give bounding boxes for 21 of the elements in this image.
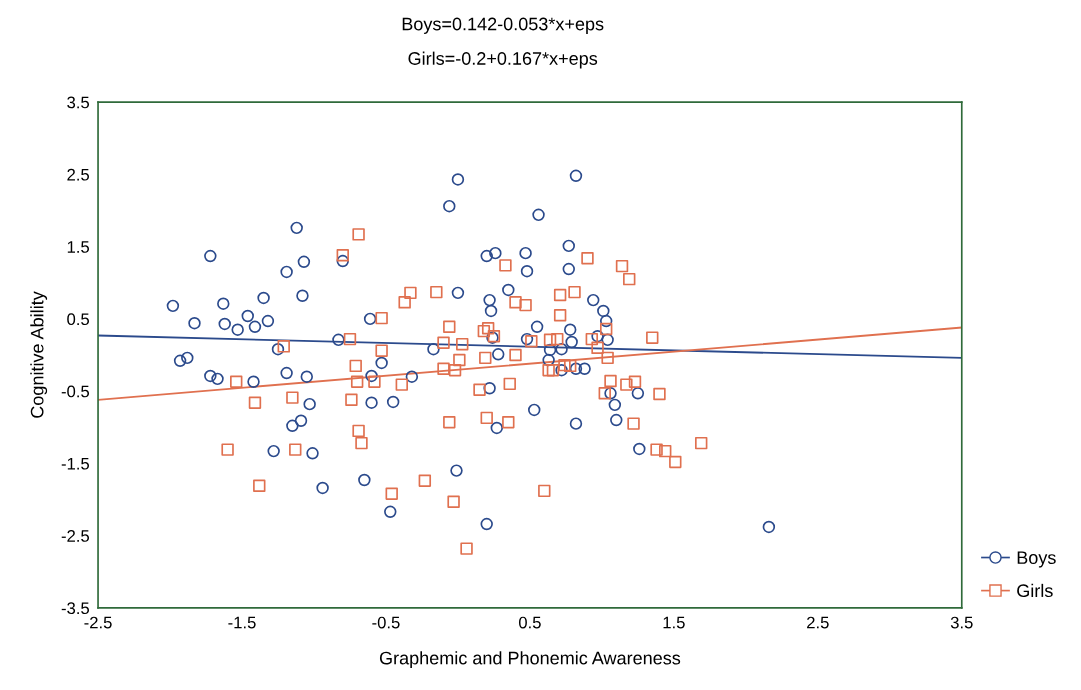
x-tick-label: -0.5: [372, 616, 400, 629]
legend-label: Girls: [1017, 583, 1053, 598]
x-tick-label: 0.5: [518, 616, 541, 629]
y-tick-label: 0.5: [67, 313, 90, 326]
x-tick-label: 3.5: [950, 616, 973, 629]
x-tick-label: 1.5: [663, 616, 685, 629]
y-tick-label: 1.5: [67, 241, 90, 253]
y-tick-label: -0.5: [61, 385, 90, 398]
y-tick-label: 2.5: [67, 168, 90, 181]
legend-label: Boys: [1017, 551, 1056, 568]
y-tick-label: 3.5: [67, 96, 90, 109]
chart-subtitle: Girls=-0.2+0.167*x+eps: [408, 51, 598, 69]
y-tick-label: -1.5: [61, 457, 90, 470]
y-tick-label: -3.5: [61, 602, 90, 615]
y-tick-label: -2.5: [61, 530, 90, 542]
x-tick-label: 2.5: [807, 616, 829, 629]
y-axis-title: Cognitive Ability: [30, 291, 48, 418]
chart-title: Boys=0.142-0.053*x+eps: [402, 17, 604, 34]
x-tick-label: -2.5: [84, 616, 112, 629]
x-tick-label: -1.5: [228, 616, 256, 629]
x-axis-title: Graphemic and Phonemic Awareness: [379, 651, 681, 669]
